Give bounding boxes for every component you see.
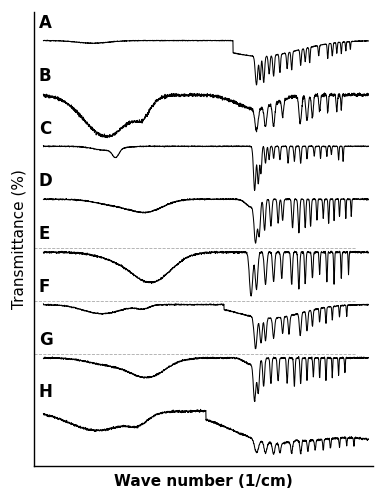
Text: H: H bbox=[39, 384, 53, 402]
Text: E: E bbox=[39, 225, 50, 243]
Text: D: D bbox=[39, 172, 53, 190]
Y-axis label: Transmittance (%): Transmittance (%) bbox=[11, 169, 26, 308]
Text: A: A bbox=[39, 14, 52, 32]
Text: G: G bbox=[39, 330, 53, 348]
Text: B: B bbox=[39, 67, 51, 85]
Text: C: C bbox=[39, 120, 51, 138]
Text: F: F bbox=[39, 278, 50, 296]
X-axis label: Wave number (1/cm): Wave number (1/cm) bbox=[114, 474, 293, 489]
